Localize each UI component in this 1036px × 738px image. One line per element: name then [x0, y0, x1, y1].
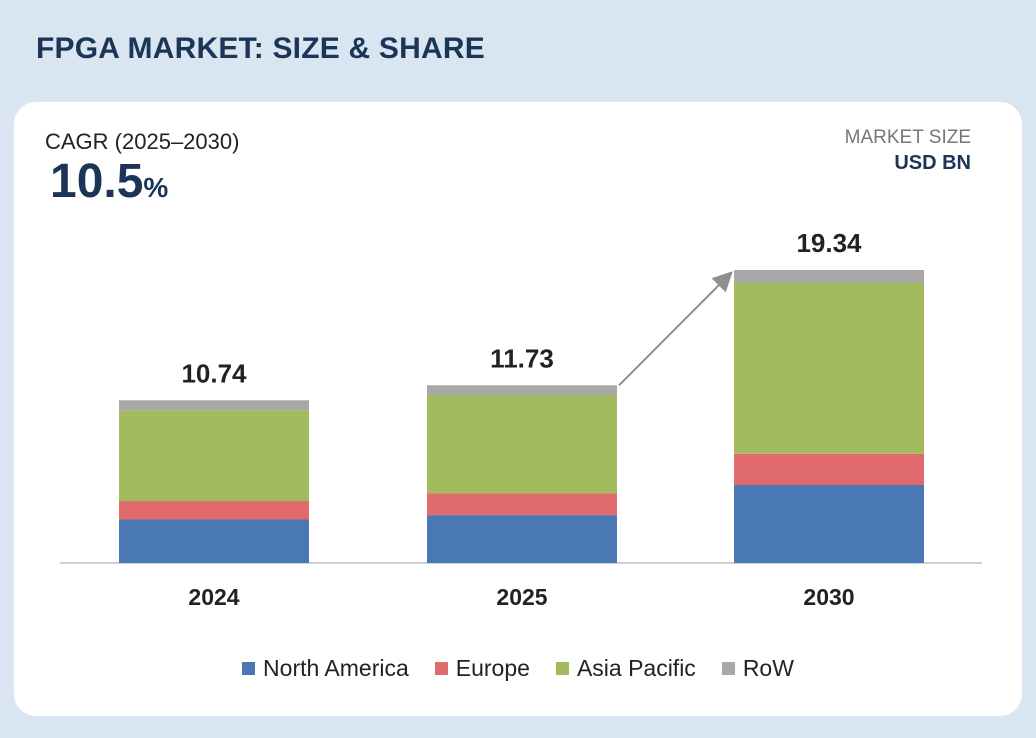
page-title: FPGA MARKET: SIZE & SHARE: [36, 32, 485, 65]
x-tick-2025: 2025: [496, 584, 547, 610]
market-size-label: MARKET SIZE: [844, 127, 971, 148]
legend-item-row: RoW: [721, 655, 794, 682]
legend-item-europe: Europe: [434, 655, 530, 682]
bar-2030-asia-pacific: [734, 283, 924, 454]
legend-swatch: [242, 662, 256, 675]
bar-2024-row: [119, 400, 309, 411]
legend-swatch: [434, 662, 448, 675]
bar-2030-europe: [734, 453, 924, 485]
legend-label: RoW: [742, 655, 794, 681]
market-size-unit: USD BN: [894, 152, 971, 174]
bar-2024-asia-pacific: [119, 410, 309, 502]
legend-label: Europe: [455, 655, 530, 681]
chart-legend: North America Europe Asia Pacific RoW: [14, 655, 1022, 682]
cagr-unit: %: [143, 172, 169, 203]
legend-label: Asia Pacific: [576, 655, 696, 681]
total-label-2025: 11.73: [490, 343, 554, 373]
legend-item-asia-pacific: Asia Pacific: [555, 655, 696, 682]
legend-swatch: [721, 662, 735, 675]
legend-label: North America: [263, 655, 409, 681]
cagr-value: 10.5%: [50, 154, 168, 209]
cagr-label: CAGR (2025–2030): [45, 129, 240, 154]
total-label-2030: 19.34: [796, 228, 862, 258]
x-tick-2024: 2024: [188, 584, 239, 610]
legend-swatch: [555, 662, 569, 675]
bar-2024-north-america: [119, 519, 309, 563]
labels-group: 10.74 2024 11.73 2025 19.34 2030: [181, 228, 862, 610]
x-tick-2030: 2030: [803, 584, 854, 610]
stacked-bar-chart: 10.74 2024 11.73 2025 19.34 2030: [60, 228, 982, 610]
bar-2025-asia-pacific: [427, 395, 617, 494]
bar-2030-north-america: [734, 484, 924, 563]
bar-2024-europe: [119, 501, 309, 520]
growth-arrow: [618, 271, 733, 386]
bar-2025-europe: [427, 493, 617, 516]
bars-group: [119, 270, 924, 563]
bar-2025-north-america: [427, 515, 617, 563]
legend-item-north-america: North America: [242, 655, 409, 682]
bar-2025-row: [427, 385, 617, 396]
cagr-number: 10.5: [50, 155, 144, 208]
total-label-2024: 10.74: [181, 358, 247, 388]
bar-2030-row: [734, 270, 924, 284]
chart-card: CAGR (2025–2030) 10.5% MARKET SIZE USD B…: [14, 102, 1022, 716]
